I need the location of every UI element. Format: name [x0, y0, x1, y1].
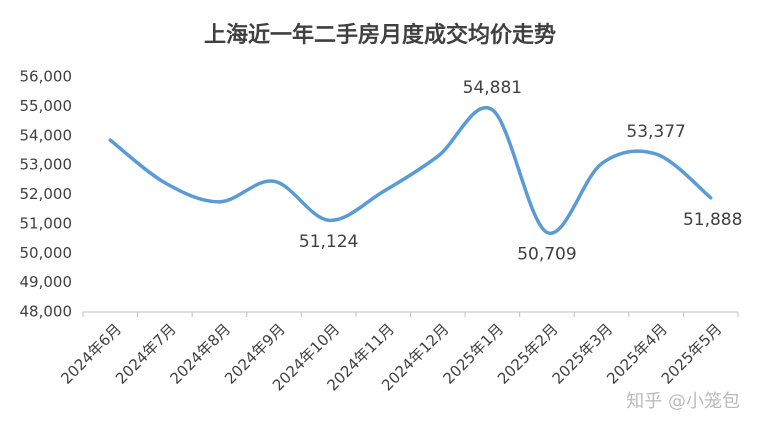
y-tick-label: 50,000 — [20, 244, 73, 262]
watermark: 知乎 @小笼包 — [626, 391, 740, 412]
y-tick-label: 55,000 — [20, 97, 73, 115]
y-tick-label: 54,000 — [20, 126, 73, 144]
y-tick-label: 48,000 — [20, 303, 73, 321]
line — [108, 105, 713, 235]
y-tick-label: 56,000 — [20, 68, 73, 86]
data-label: 53,377 — [626, 122, 685, 142]
y-tick-label: 49,000 — [20, 273, 73, 291]
y-tick-label: 51,000 — [20, 214, 73, 232]
data-label: 54,881 — [463, 78, 522, 98]
data-label: 50,709 — [517, 244, 576, 264]
data-label: 51,888 — [683, 210, 742, 230]
y-tick-label: 53,000 — [20, 156, 73, 174]
y-tick-label: 52,000 — [20, 185, 73, 203]
data-label: 51,124 — [299, 232, 358, 252]
chart-title: 上海近一年二手房月度成交均价走势 — [204, 22, 556, 48]
